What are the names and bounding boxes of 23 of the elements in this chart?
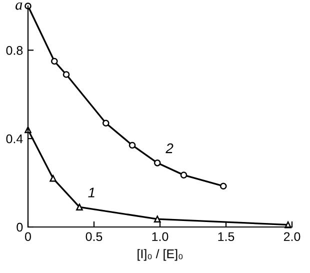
x-tick-label: 0 bbox=[25, 232, 31, 242]
x-tick-label: 1.5 bbox=[218, 232, 234, 242]
point bbox=[128, 142, 136, 149]
annotation: 2 bbox=[166, 143, 174, 154]
point bbox=[24, 2, 32, 10]
point bbox=[50, 174, 56, 182]
point bbox=[76, 204, 83, 211]
x-axis-title: [I]₀ / [E]₀ bbox=[138, 249, 183, 261]
point bbox=[62, 71, 70, 78]
y-tick-label: 0 bbox=[16, 222, 23, 232]
x-tick-label: 2.0 bbox=[284, 232, 300, 242]
annotation: 1 bbox=[88, 188, 94, 198]
point bbox=[154, 216, 161, 222]
point bbox=[180, 172, 188, 178]
y-tick-label: 0.4 bbox=[6, 134, 23, 144]
point bbox=[50, 58, 58, 65]
y-tick-label: 0.8 bbox=[6, 46, 23, 55]
point bbox=[102, 120, 110, 127]
x-tick-label: 1.0 bbox=[152, 232, 168, 242]
point bbox=[220, 182, 227, 190]
point bbox=[154, 160, 161, 166]
x-tick-label: 0.5 bbox=[86, 232, 102, 242]
y-axis-title: a bbox=[16, 2, 22, 10]
